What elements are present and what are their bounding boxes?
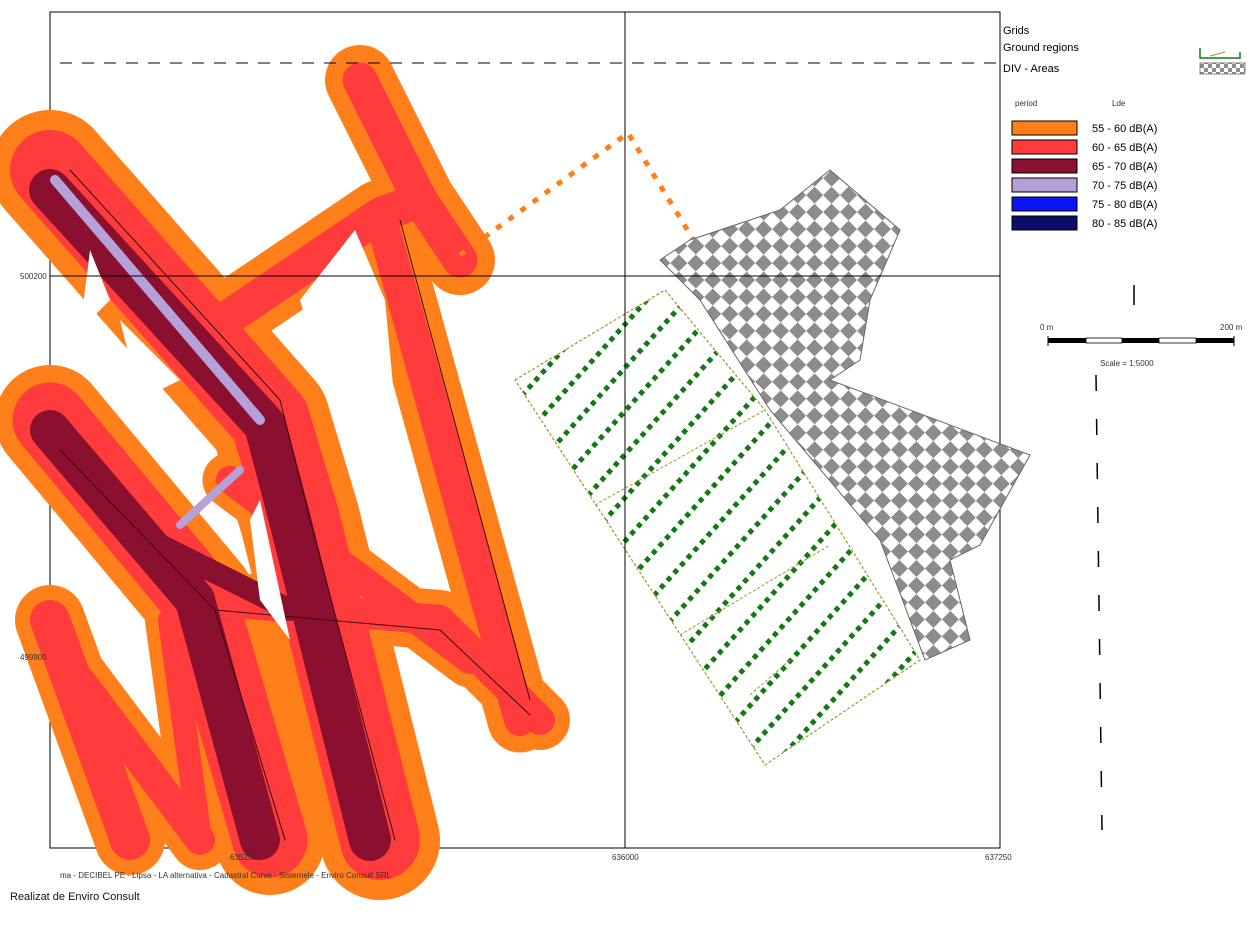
div-area — [659, 169, 1031, 661]
scale-end: 200 m — [1220, 323, 1243, 332]
div-area-swatch — [1199, 62, 1246, 75]
credit-text: Realizat de Enviro Consult — [10, 891, 140, 903]
scale-bar: 0 m 200 m Scale = 1:5000 — [1040, 323, 1243, 368]
legend: Grids Ground regions DIV - Areas period … — [1003, 25, 1246, 831]
legend-label-4: 75 - 80 dB(A) — [1092, 199, 1157, 211]
legend-label-3: 70 - 75 dB(A) — [1092, 180, 1157, 192]
dotted-contour-line — [458, 129, 715, 272]
legend-swatch-2 — [1011, 158, 1078, 174]
legend-label-2: 65 - 70 dB(A) — [1092, 161, 1157, 173]
scale-caption: Scale = 1:5000 — [1100, 359, 1154, 368]
legend-header-period: period — [1015, 99, 1037, 108]
axis-label-y-upper: 500200 — [20, 272, 47, 281]
axis-label-x-mid: 636000 — [612, 853, 639, 862]
noise-contours — [0, 45, 570, 900]
legend-label-5: 80 - 85 dB(A) — [1092, 218, 1157, 230]
legend-swatch-5 — [1011, 215, 1078, 231]
legend-swatch-1 — [1011, 139, 1078, 155]
legend-classes: 55 - 60 dB(A) 60 - 65 dB(A) 65 - 70 dB(A) 7… — [1011, 120, 1157, 231]
scale-start: 0 m — [1040, 323, 1054, 332]
axis-label-x-left: 635250 — [230, 853, 257, 862]
legend-swatch-3 — [1011, 177, 1078, 193]
legend-layer-grids: Grids — [1003, 25, 1030, 37]
axis-label-y-lower: 499900 — [20, 653, 47, 662]
legend-label-1: 60 - 65 dB(A) — [1092, 142, 1157, 154]
legend-layer-ground: Ground regions — [1003, 42, 1079, 54]
legend-header-lde: Lde — [1112, 99, 1126, 108]
legend-layer-div: DIV - Areas — [1003, 63, 1060, 75]
legend-swatch-4 — [1011, 196, 1078, 212]
legend-label-0: 55 - 60 dB(A) — [1092, 123, 1157, 135]
axis-label-x-right: 637250 — [985, 853, 1012, 862]
ground-region-pv — [514, 289, 921, 766]
right-marker-line — [1095, 374, 1103, 831]
footer-note: ma - DECIBEL PE - Lipsa - LA alternativa… — [60, 871, 391, 880]
ground-region-swatch — [1199, 48, 1241, 59]
inner-clearings — [80, 230, 400, 640]
legend-swatch-0 — [1011, 120, 1078, 136]
